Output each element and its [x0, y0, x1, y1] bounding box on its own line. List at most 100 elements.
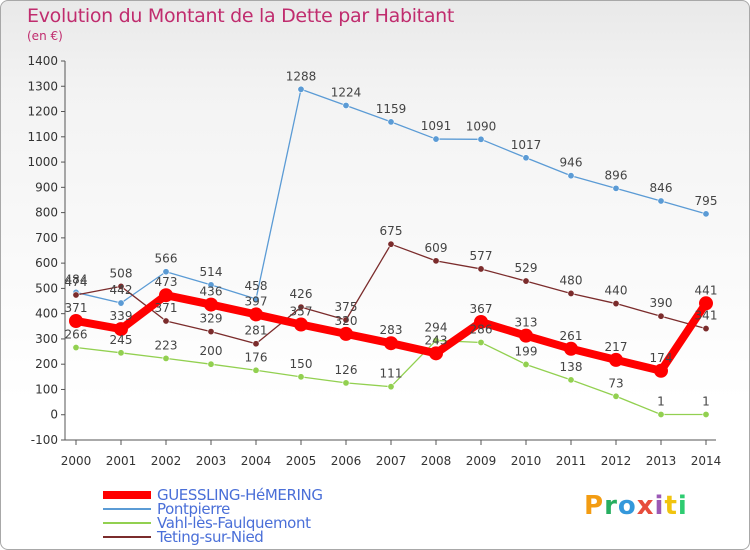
legend-label-3: Teting-sur-Nied [156, 528, 263, 546]
data-point [522, 154, 530, 162]
y-tick-label: 1300 [27, 79, 58, 93]
data-point [522, 277, 530, 285]
data-label: 261 [560, 329, 583, 343]
data-label: 609 [425, 241, 448, 255]
data-point [117, 299, 125, 307]
data-point [477, 135, 485, 143]
data-label: 1 [702, 394, 710, 408]
y-tick-label: 100 [35, 382, 58, 396]
data-label: 896 [605, 168, 628, 182]
data-label: 946 [560, 156, 583, 170]
x-tick-label: 2003 [196, 454, 227, 468]
data-point [432, 135, 440, 143]
x-tick-label: 2006 [331, 454, 362, 468]
y-tick-label: 800 [35, 206, 58, 220]
data-label: 281 [245, 324, 268, 338]
data-label: 441 [695, 283, 718, 297]
data-point [294, 317, 308, 332]
data-point [432, 336, 440, 344]
data-label: 1017 [511, 138, 542, 152]
data-label: 484 [65, 272, 88, 286]
y-tick-label: 0 [50, 408, 58, 422]
data-label: 371 [65, 301, 88, 315]
data-point [522, 360, 530, 368]
y-tick-label: 1200 [27, 105, 58, 119]
data-point [612, 300, 620, 308]
x-tick-label: 2008 [421, 454, 452, 468]
data-label: 440 [605, 284, 628, 298]
data-point [567, 289, 575, 297]
data-label: 266 [65, 328, 88, 342]
data-label: 514 [200, 265, 223, 279]
data-point [162, 317, 170, 325]
y-tick-label: 200 [35, 357, 58, 371]
x-tick-label: 2004 [241, 454, 272, 468]
data-point [72, 344, 80, 352]
data-label: 111 [380, 367, 403, 381]
data-point [72, 291, 80, 299]
data-label: 397 [245, 294, 268, 308]
data-point [204, 297, 218, 312]
data-point [69, 313, 83, 328]
data-label: 367 [470, 302, 493, 316]
data-label: 473 [155, 275, 178, 289]
data-label: 508 [110, 266, 133, 280]
data-label: 357 [290, 305, 313, 319]
data-point [702, 325, 710, 333]
data-point [612, 392, 620, 400]
data-label: 339 [110, 309, 133, 323]
data-label: 329 [200, 312, 223, 326]
data-label: 390 [650, 296, 673, 310]
data-point [657, 312, 665, 320]
data-point [342, 101, 350, 109]
data-point [657, 410, 665, 418]
x-tick-label: 2014 [691, 454, 722, 468]
data-label: 675 [380, 224, 403, 238]
x-tick-label: 2000 [61, 454, 92, 468]
data-point [432, 257, 440, 265]
data-label: 138 [560, 360, 583, 374]
data-point [612, 184, 620, 192]
data-label: 566 [155, 252, 178, 266]
data-point [477, 338, 485, 346]
data-point [297, 85, 305, 93]
data-point [567, 376, 575, 384]
data-label: 1224 [331, 85, 362, 99]
x-tick-label: 2010 [511, 454, 542, 468]
legend-label-0: GUESSLING-HéMERING [157, 486, 323, 504]
data-label: 436 [200, 285, 223, 299]
x-tick-label: 2013 [646, 454, 677, 468]
data-label: 223 [155, 338, 178, 352]
data-point [342, 379, 350, 387]
data-point [567, 172, 575, 180]
data-point [387, 118, 395, 126]
legend-label-2: Vahl-lès-Faulquemont [157, 514, 311, 532]
data-point [654, 363, 668, 378]
data-point [657, 197, 665, 205]
data-label: 176 [245, 350, 268, 364]
data-point [477, 265, 485, 273]
data-point [564, 341, 578, 356]
x-tick-label: 2011 [556, 454, 587, 468]
data-label: 199 [515, 344, 538, 358]
data-label: 371 [155, 301, 178, 315]
data-label: 341 [695, 309, 718, 323]
data-point [297, 303, 305, 311]
data-label: 294 [425, 320, 448, 334]
data-label: 426 [290, 287, 313, 301]
data-point [699, 296, 713, 311]
data-point [339, 326, 353, 341]
data-point [702, 410, 710, 418]
x-tick-label: 2012 [601, 454, 632, 468]
y-tick-label: -100 [31, 433, 58, 447]
data-point [519, 328, 533, 343]
data-label: 1090 [466, 119, 497, 133]
data-label: 375 [335, 300, 358, 314]
data-label: 1159 [376, 102, 407, 116]
data-point [207, 281, 215, 289]
data-point [252, 295, 260, 303]
data-point [117, 349, 125, 357]
data-label: 1091 [421, 119, 452, 133]
